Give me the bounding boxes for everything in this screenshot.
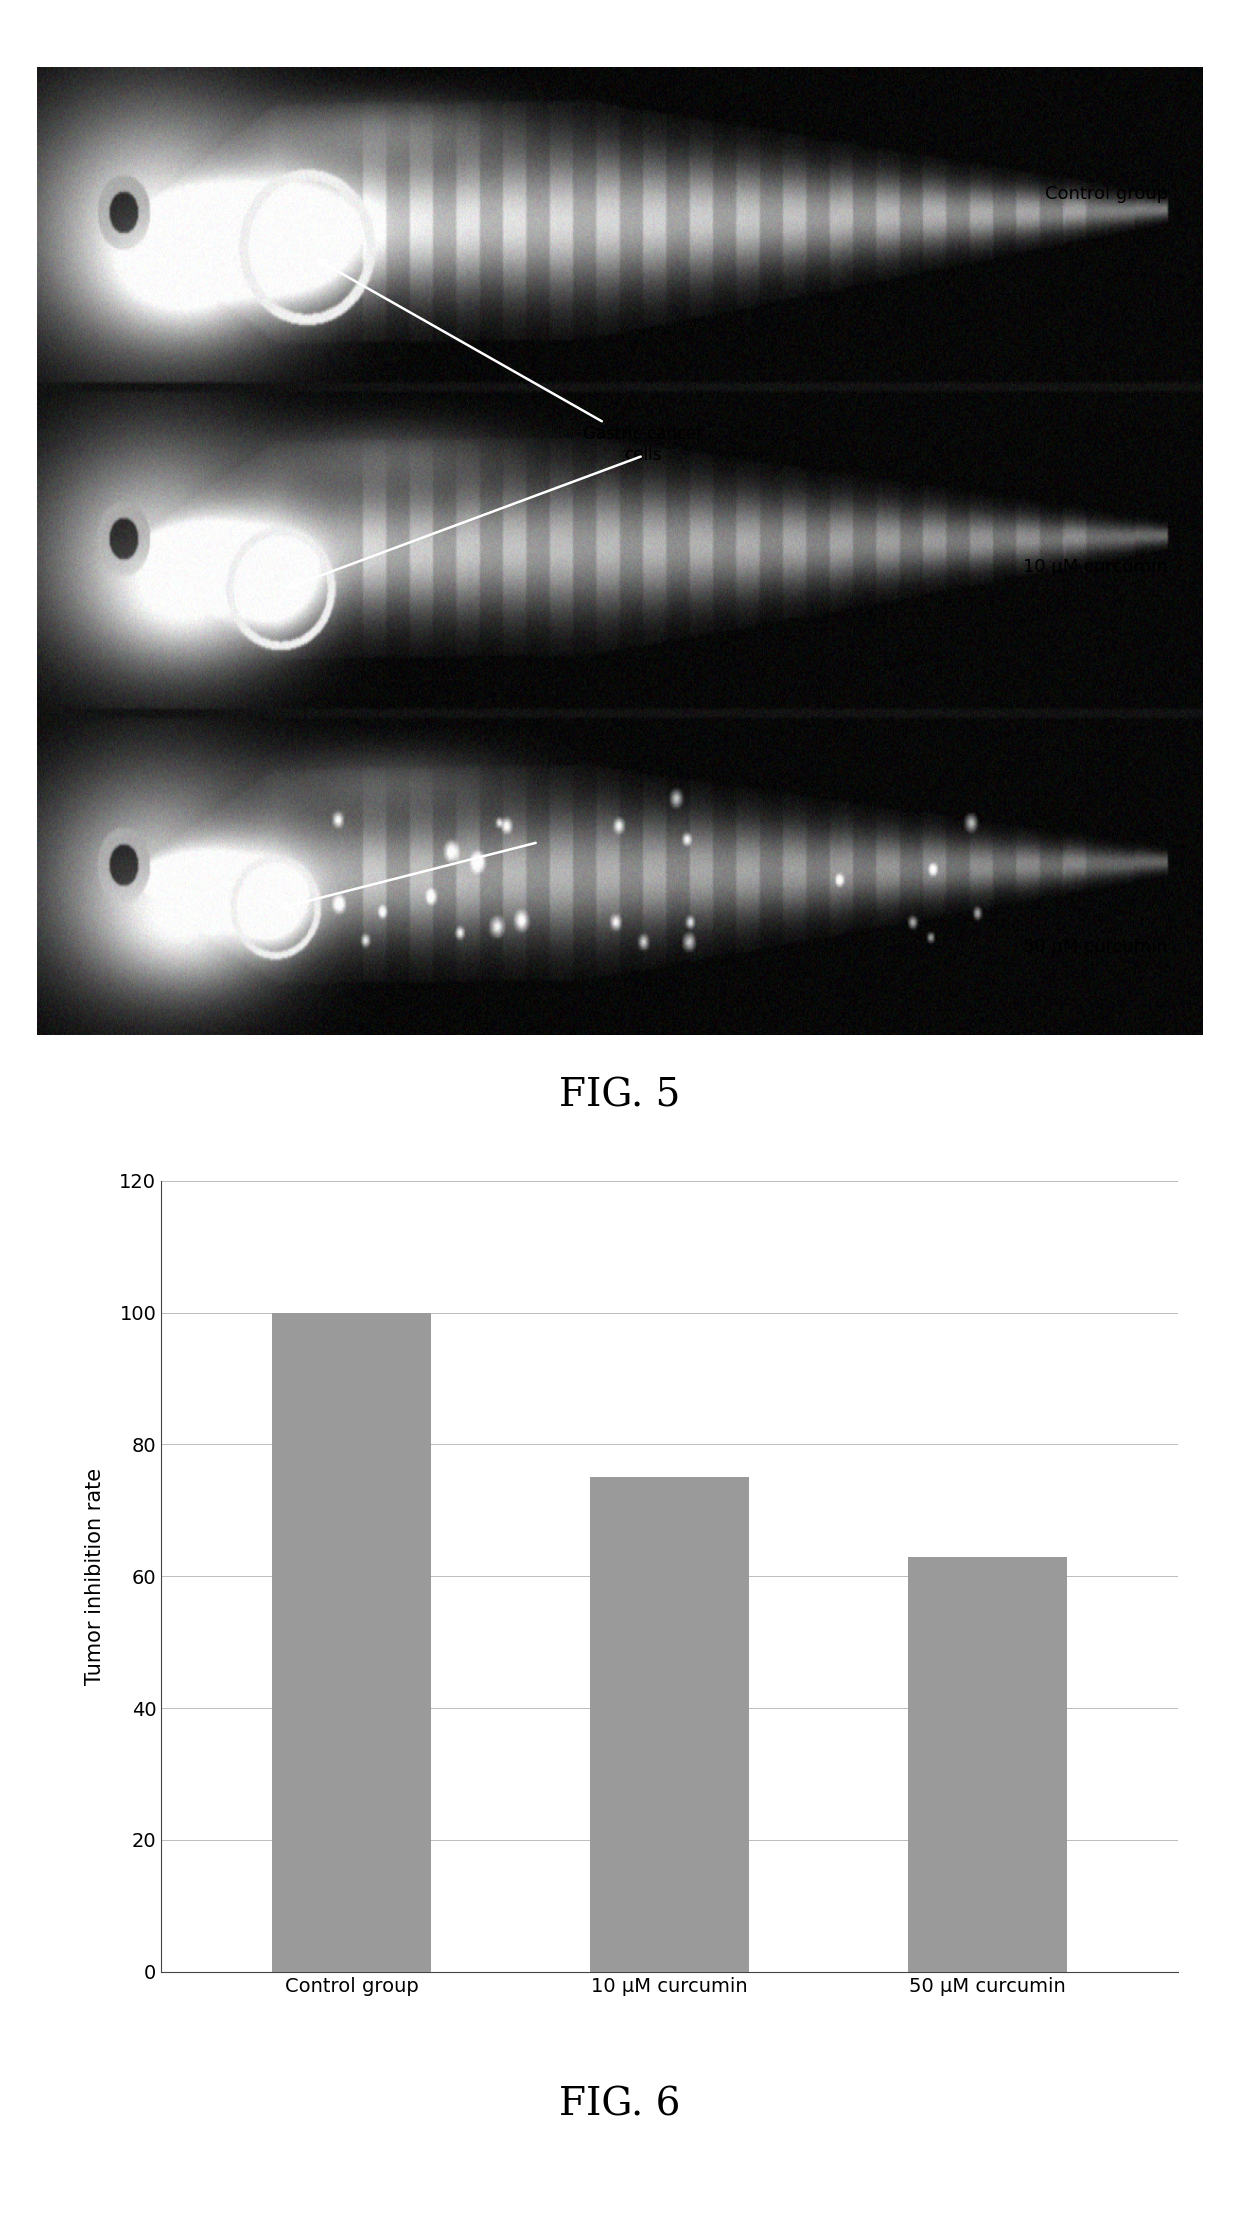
Text: FIG. 6: FIG. 6: [559, 2088, 681, 2123]
Text: Control group: Control group: [1044, 185, 1168, 203]
Bar: [908, 1557, 1066, 1972]
Text: Gastric cancer
cells: Gastric cancer cells: [317, 261, 703, 463]
Text: FIG. 5: FIG. 5: [559, 1078, 681, 1114]
Y-axis label: Tumor inhibition rate: Tumor inhibition rate: [86, 1468, 105, 1684]
Text: 50 μM curcumin: 50 μM curcumin: [1023, 938, 1168, 956]
Bar: [273, 1312, 432, 1972]
Text: 10 μM curcumin: 10 μM curcumin: [1023, 559, 1168, 577]
Bar: [590, 1477, 749, 1972]
